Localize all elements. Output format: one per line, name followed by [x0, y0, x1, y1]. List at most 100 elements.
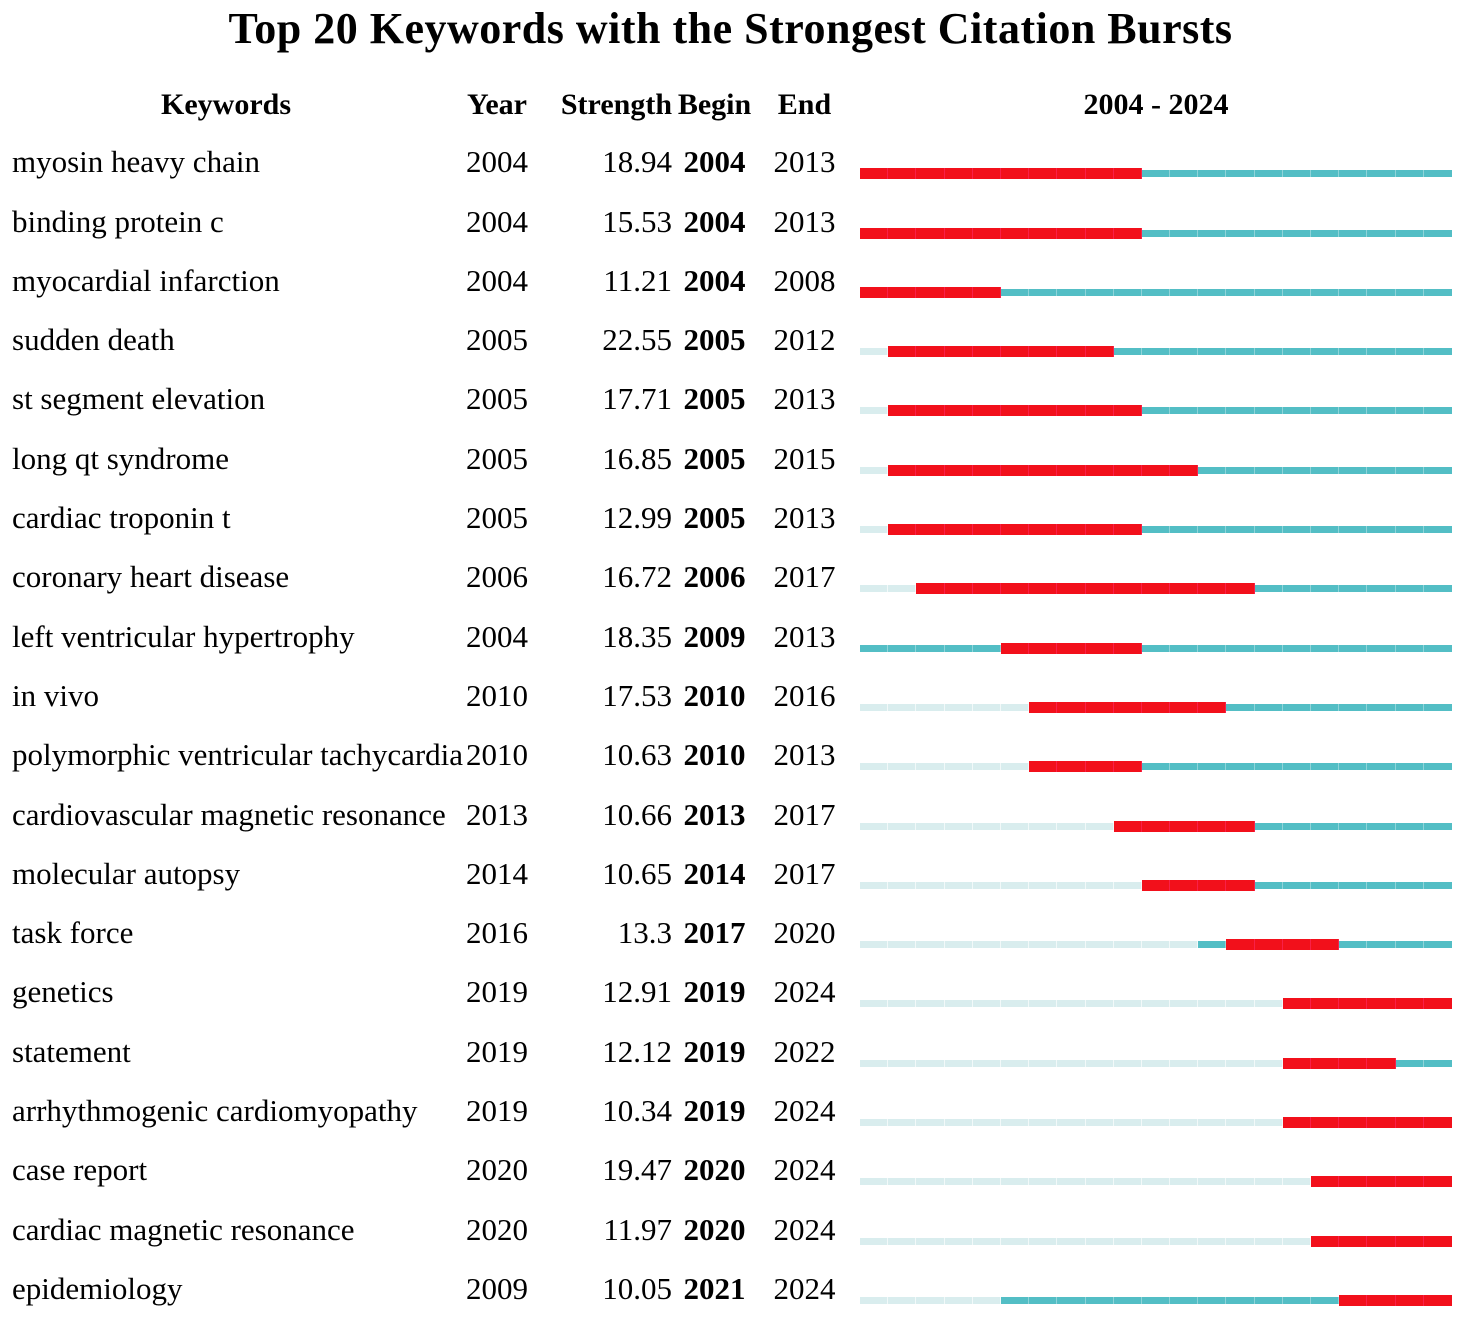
burst-year-segment — [1029, 701, 1058, 713]
timeline-bar — [860, 879, 1452, 891]
timeline-year-segment — [1198, 466, 1227, 474]
timeline-year-segment — [1029, 288, 1058, 296]
pre-appearance-segment — [1085, 1000, 1114, 1008]
header-year: Year — [467, 88, 527, 122]
pre-appearance-segment — [1085, 1059, 1114, 1067]
pre-appearance-segment — [1282, 1237, 1311, 1245]
burst-year-segment — [1367, 1235, 1396, 1247]
timeline-year-segment — [1395, 585, 1424, 593]
timeline-year-segment — [1423, 407, 1452, 415]
pre-appearance-segment — [1254, 1000, 1283, 1008]
year-cell: 2004 — [466, 144, 528, 180]
timeline-year-segment — [1423, 1059, 1452, 1067]
timeline-year-segment — [944, 644, 973, 652]
keyword-cell: sudden death — [12, 322, 175, 358]
end-cell: 2017 — [773, 559, 836, 595]
header-strength: Strength — [560, 88, 672, 122]
pre-appearance-segment — [1000, 941, 1030, 949]
timeline-year-segment — [1170, 348, 1199, 356]
pre-appearance-segment — [1057, 1059, 1086, 1067]
timeline-bar — [860, 642, 1452, 654]
burst-year-segment — [1423, 1117, 1452, 1129]
timeline-year-segment — [1311, 585, 1340, 593]
pre-appearance-segment — [1254, 1178, 1283, 1186]
timeline-year-segment — [1254, 644, 1283, 652]
pre-appearance-segment — [944, 822, 973, 830]
burst-year-segment — [1198, 879, 1227, 891]
timeline-year-segment — [1254, 703, 1283, 711]
burst-year-segment — [1085, 168, 1114, 180]
pre-appearance-segment — [1000, 1000, 1030, 1008]
pre-appearance-segment — [1282, 1178, 1311, 1186]
end-cell: 2013 — [773, 203, 836, 239]
end-cell: 2017 — [773, 796, 836, 832]
timeline-year-segment — [888, 644, 917, 652]
timeline-bar — [860, 701, 1452, 713]
pre-appearance-segment — [1057, 1000, 1086, 1008]
timeline-year-segment — [1339, 348, 1368, 356]
pre-appearance-segment — [944, 763, 973, 771]
header-timeline-range: 2004 - 2024 — [1083, 88, 1229, 122]
timeline-year-segment — [1311, 763, 1340, 771]
burst-year-segment — [1085, 761, 1114, 773]
burst-year-segment — [944, 227, 973, 239]
burst-table: myosin heavy chain 2004 18.94 2004 2013 … — [0, 135, 1461, 1319]
timeline-year-segment — [1170, 170, 1199, 178]
pre-appearance-segment — [1057, 881, 1086, 889]
burst-year-segment — [1395, 1235, 1424, 1247]
timeline-bar — [860, 346, 1452, 358]
timeline-year-segment — [1311, 466, 1340, 474]
pre-appearance-segment — [1198, 1000, 1227, 1008]
timeline-year-segment — [1423, 585, 1452, 593]
timeline-year-segment — [1198, 288, 1227, 296]
burst-year-segment — [944, 346, 973, 358]
burst-year-segment — [1000, 524, 1030, 536]
pre-appearance-segment — [916, 822, 945, 830]
year-cell: 2009 — [466, 1270, 528, 1306]
timeline-bar — [860, 1057, 1452, 1069]
strength-cell: 18.94 — [602, 144, 672, 180]
timeline-bar — [860, 286, 1452, 298]
pre-appearance-segment — [1170, 1059, 1199, 1067]
keyword-cell: polymorphic ventricular tachycardia — [12, 737, 464, 773]
pre-appearance-segment — [916, 881, 945, 889]
pre-appearance-segment — [972, 881, 1001, 889]
table-row: genetics 2019 12.91 2019 2024 — [0, 965, 1461, 1024]
table-header: Keywords Year Strength Begin End 2004 - … — [0, 89, 1461, 121]
timeline-year-segment — [1367, 348, 1396, 356]
pre-appearance-segment — [1254, 1059, 1283, 1067]
burst-year-segment — [860, 286, 889, 298]
keyword-cell: molecular autopsy — [12, 855, 241, 891]
table-row: left ventricular hypertrophy 2004 18.35 … — [0, 610, 1461, 669]
pre-appearance-segment — [944, 1059, 973, 1067]
end-cell: 2024 — [773, 1152, 836, 1188]
burst-year-segment — [888, 168, 917, 180]
end-cell: 2015 — [773, 440, 836, 476]
end-cell: 2013 — [773, 500, 836, 536]
year-cell: 2005 — [466, 440, 528, 476]
pre-appearance-segment — [1057, 941, 1086, 949]
burst-year-segment — [1057, 346, 1086, 358]
burst-year-segment — [888, 464, 917, 476]
burst-year-segment — [1141, 820, 1171, 832]
timeline-year-segment — [1282, 763, 1311, 771]
timeline-year-segment — [1226, 1296, 1255, 1304]
burst-year-segment — [1113, 405, 1142, 417]
burst-year-segment — [944, 524, 973, 536]
timeline-year-segment — [1311, 644, 1340, 652]
pre-appearance-segment — [888, 763, 917, 771]
timeline-year-segment — [1339, 585, 1368, 593]
burst-year-segment — [1113, 761, 1142, 773]
timeline-year-segment — [1198, 407, 1227, 415]
begin-cell: 2005 — [683, 322, 746, 358]
burst-year-segment — [1254, 939, 1283, 951]
burst-year-segment — [916, 168, 945, 180]
timeline-year-segment — [1367, 881, 1396, 889]
timeline-year-segment — [1226, 407, 1255, 415]
burst-year-segment — [1339, 1294, 1368, 1306]
pre-appearance-segment — [916, 1059, 945, 1067]
end-cell: 2008 — [773, 262, 836, 298]
burst-year-segment — [1057, 583, 1086, 595]
timeline-year-segment — [1254, 881, 1283, 889]
burst-year-segment — [1029, 168, 1058, 180]
